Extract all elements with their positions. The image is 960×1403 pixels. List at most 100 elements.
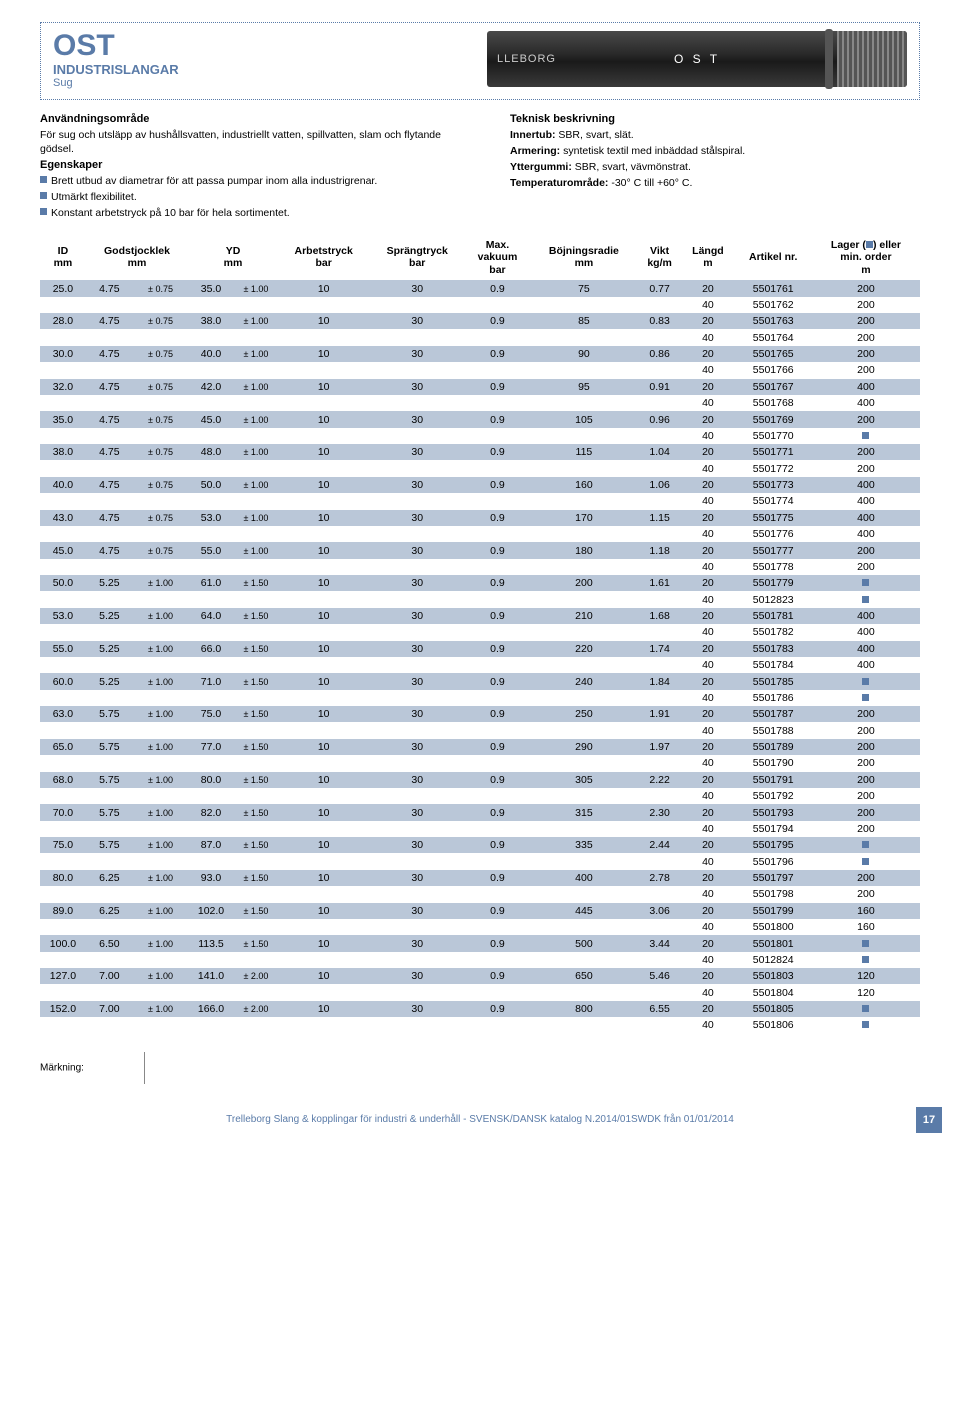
table-cell: 0.9 bbox=[465, 968, 530, 984]
stock-icon bbox=[862, 956, 869, 963]
table-cell bbox=[530, 690, 638, 706]
table-cell bbox=[40, 362, 86, 378]
table-cell: 200 bbox=[812, 460, 920, 476]
table-cell: 400 bbox=[812, 493, 920, 509]
table-cell bbox=[812, 673, 920, 689]
table-cell: 90 bbox=[530, 346, 638, 362]
table-cell: 25.0 bbox=[40, 280, 86, 296]
table-cell: 400 bbox=[812, 526, 920, 542]
table-cell bbox=[133, 460, 188, 476]
table-cell bbox=[530, 362, 638, 378]
table-cell: 6.25 bbox=[86, 903, 133, 919]
table-cell: 0.9 bbox=[465, 510, 530, 526]
table-cell bbox=[278, 428, 369, 444]
table-cell: 4.75 bbox=[86, 510, 133, 526]
table-cell: 1.61 bbox=[638, 575, 681, 591]
table-cell bbox=[278, 297, 369, 313]
table-cell bbox=[188, 853, 234, 869]
table-cell bbox=[86, 821, 133, 837]
table-cell: 0.9 bbox=[465, 935, 530, 951]
table-cell bbox=[369, 591, 465, 607]
table-cell: 5501797 bbox=[735, 870, 812, 886]
table-cell bbox=[638, 526, 681, 542]
table-cell: ± 1.00 bbox=[234, 313, 278, 329]
table-cell bbox=[812, 591, 920, 607]
table-cell: 2.78 bbox=[638, 870, 681, 886]
table-cell: 30 bbox=[369, 477, 465, 493]
table-cell: 5501768 bbox=[735, 395, 812, 411]
table-cell: 120 bbox=[812, 968, 920, 984]
table-cell: 10 bbox=[278, 772, 369, 788]
table-cell: 40 bbox=[681, 984, 734, 1000]
stock-icon bbox=[862, 940, 869, 947]
table-cell bbox=[234, 362, 278, 378]
table-cell bbox=[86, 591, 133, 607]
table-cell: 200 bbox=[812, 821, 920, 837]
table-cell: 200 bbox=[812, 280, 920, 296]
table-cell: ± 1.50 bbox=[234, 673, 278, 689]
table-cell: 45.0 bbox=[188, 411, 234, 427]
table-cell bbox=[530, 722, 638, 738]
table-cell bbox=[86, 788, 133, 804]
property-1: Brett utbud av diametrar för att passa p… bbox=[40, 174, 450, 188]
table-cell: 20 bbox=[681, 739, 734, 755]
table-cell bbox=[133, 821, 188, 837]
table-cell: 40 bbox=[681, 690, 734, 706]
table-cell: ± 1.50 bbox=[234, 575, 278, 591]
table-cell bbox=[234, 428, 278, 444]
table-cell: 30 bbox=[369, 608, 465, 624]
table-cell: 48.0 bbox=[188, 444, 234, 460]
table-cell bbox=[638, 886, 681, 902]
table-cell: 40 bbox=[681, 297, 734, 313]
table-cell bbox=[278, 788, 369, 804]
table-cell: 200 bbox=[812, 886, 920, 902]
table-cell bbox=[369, 919, 465, 935]
table-cell: 20 bbox=[681, 608, 734, 624]
table-cell: 40 bbox=[681, 886, 734, 902]
table-cell: 40 bbox=[681, 657, 734, 673]
table-cell bbox=[188, 428, 234, 444]
table-cell bbox=[40, 919, 86, 935]
table-row: 405501770 bbox=[40, 428, 920, 444]
th-spr: Sprängtryckbar bbox=[369, 235, 465, 281]
table-cell: 1.68 bbox=[638, 608, 681, 624]
table-cell: 200 bbox=[812, 329, 920, 345]
th-vak: Max.vakuumbar bbox=[465, 235, 530, 281]
table-cell: 200 bbox=[812, 559, 920, 575]
table-cell bbox=[465, 460, 530, 476]
table-cell: 5501805 bbox=[735, 1001, 812, 1017]
table-row: 68.05.75± 1.0080.0± 1.5010300.93052.2220… bbox=[40, 772, 920, 788]
table-cell bbox=[86, 297, 133, 313]
table-cell bbox=[40, 493, 86, 509]
table-cell: 0.9 bbox=[465, 706, 530, 722]
table-cell bbox=[465, 1017, 530, 1033]
table-cell bbox=[638, 362, 681, 378]
table-cell: 10 bbox=[278, 1001, 369, 1017]
table-cell: 5.25 bbox=[86, 673, 133, 689]
table-cell bbox=[638, 755, 681, 771]
table-cell: 20 bbox=[681, 870, 734, 886]
table-cell bbox=[638, 853, 681, 869]
table-cell bbox=[40, 395, 86, 411]
table-cell bbox=[40, 1017, 86, 1033]
table-cell: 89.0 bbox=[40, 903, 86, 919]
table-cell: 105 bbox=[530, 411, 638, 427]
table-cell: 0.9 bbox=[465, 1001, 530, 1017]
table-cell: 30 bbox=[369, 804, 465, 820]
table-cell: 5501792 bbox=[735, 788, 812, 804]
table-cell bbox=[369, 329, 465, 345]
table-cell bbox=[812, 1001, 920, 1017]
table-cell bbox=[86, 690, 133, 706]
table-cell bbox=[40, 460, 86, 476]
th-art: Artikel nr. bbox=[735, 235, 812, 281]
table-cell bbox=[638, 395, 681, 411]
table-cell bbox=[234, 952, 278, 968]
table-cell: ± 1.00 bbox=[234, 411, 278, 427]
table-cell bbox=[465, 493, 530, 509]
table-cell bbox=[812, 1017, 920, 1033]
table-cell bbox=[638, 919, 681, 935]
table-cell: 3.44 bbox=[638, 935, 681, 951]
table-cell: 5501793 bbox=[735, 804, 812, 820]
table-cell: 250 bbox=[530, 706, 638, 722]
table-cell: 93.0 bbox=[188, 870, 234, 886]
